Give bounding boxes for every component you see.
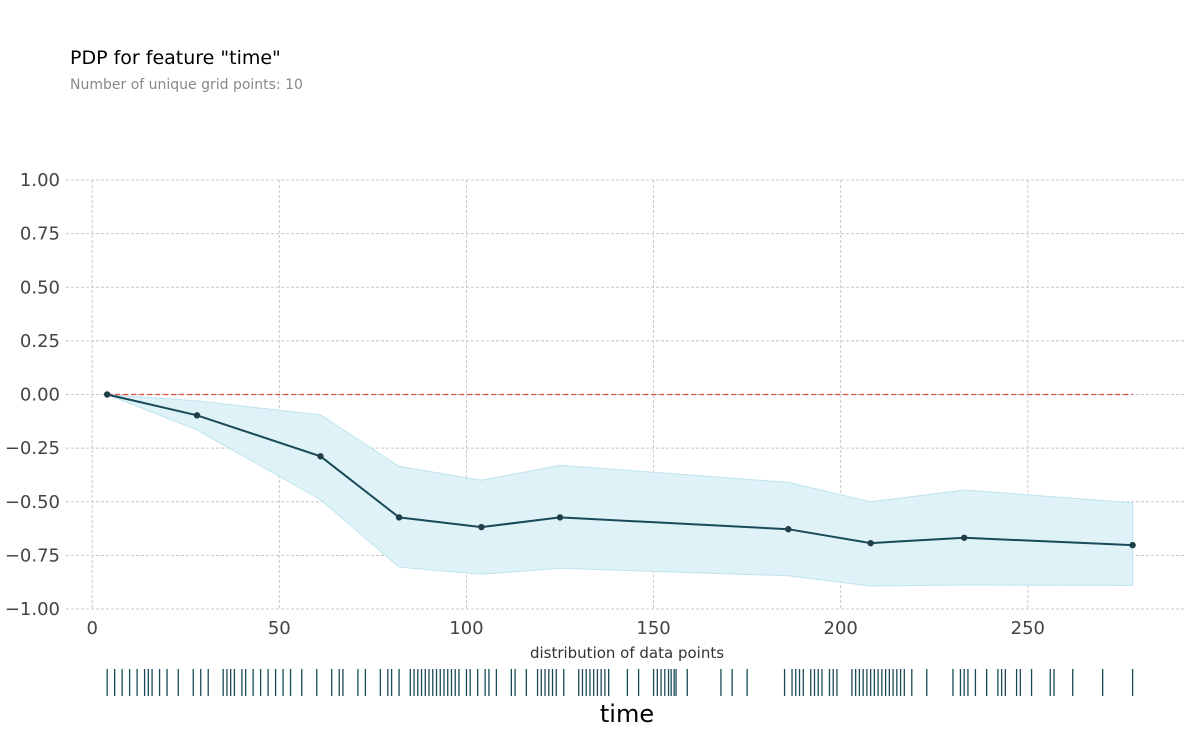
y-tick-label: −1.00 [5,599,60,620]
pdp-line [106,393,1133,547]
x-tick-label: 200 [824,618,858,639]
y-tick-label: −0.25 [5,438,60,459]
confidence-band [107,394,1134,587]
pdp-point [1129,541,1136,549]
y-tick-label: −0.75 [5,545,60,566]
y-tick-label: 0.25 [20,331,60,352]
y-tick-label: 0.50 [20,277,60,298]
chart-title: PDP for feature "time" [70,47,281,69]
x-tick-label: 150 [636,618,670,639]
pdp-point [317,453,324,460]
x-tick-label: 250 [1011,618,1045,639]
x-tick-label: 100 [449,618,483,639]
pdp-point [478,523,485,531]
y-tick-label: 1.00 [20,170,60,191]
pdp-point [556,514,564,521]
chart-subtitle: Number of unique grid points: 10 [70,77,303,93]
y-tick-label: 0.75 [20,224,60,245]
pdp-point [193,412,201,419]
y-tick-label: −0.50 [5,492,60,513]
pdp-point [103,391,111,398]
pdp-point [395,514,403,521]
x-axis-label: time [600,700,654,728]
pdp-point [785,526,792,533]
y-tick-label: 0.00 [20,385,60,406]
x-tick-label: 50 [268,618,291,639]
pdp-point [867,539,874,547]
distribution-label: distribution of data points [530,644,724,662]
pdp-point [960,534,968,541]
x-tick-label: 0 [86,618,97,639]
